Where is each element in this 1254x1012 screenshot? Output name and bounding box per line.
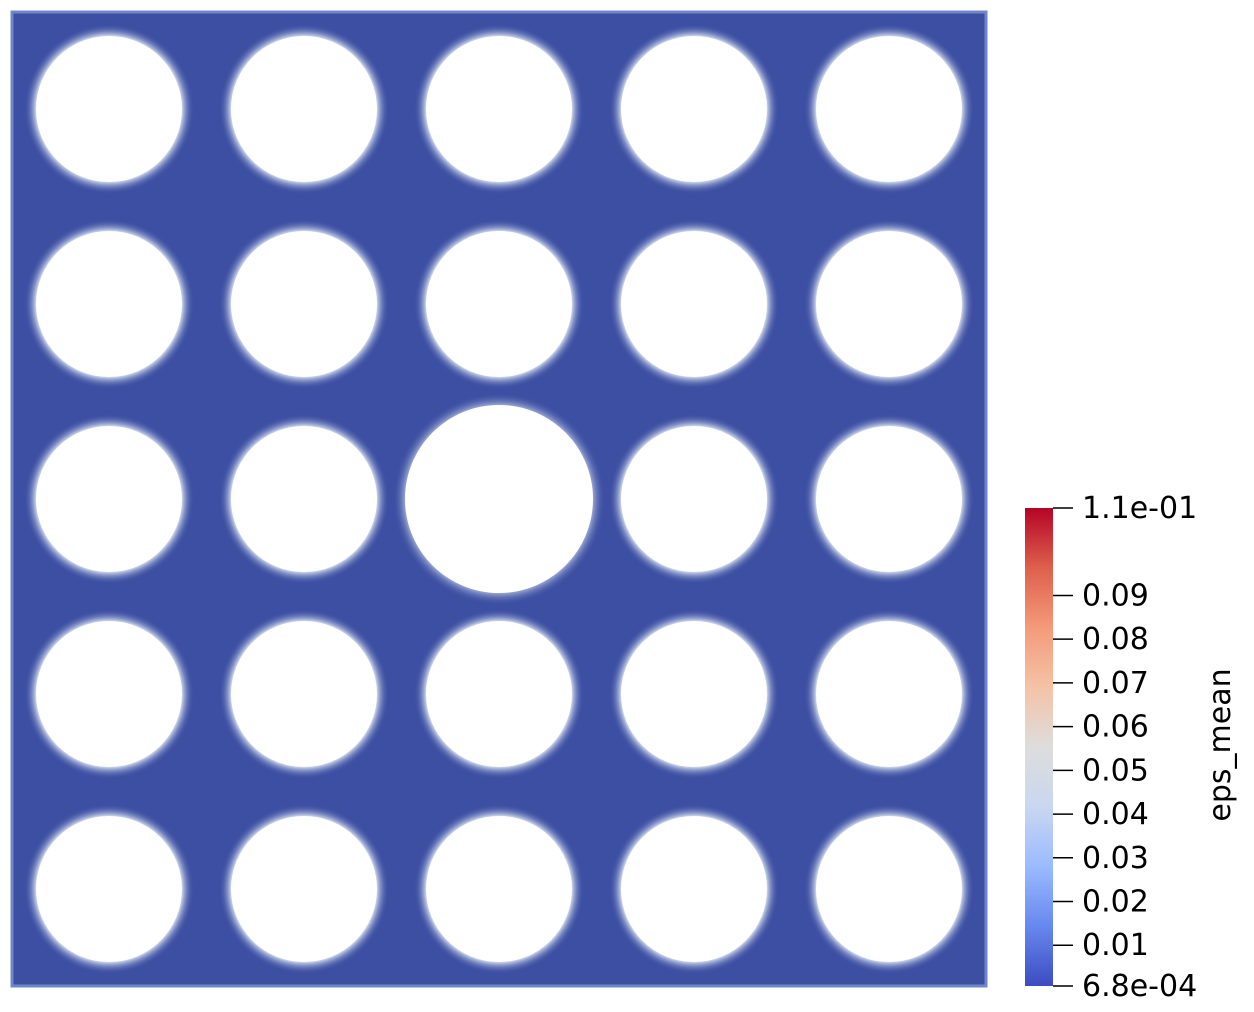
colorbar-tick-label: 0.09 [1082, 578, 1149, 613]
hole [231, 426, 377, 572]
hole [426, 816, 572, 962]
colorbar-tick-label: 0.04 [1082, 797, 1149, 832]
colorbar-gradient [1025, 508, 1053, 986]
plate-edge [10, 10, 988, 988]
hole [231, 816, 377, 962]
hole-enlarged [405, 405, 593, 593]
hole [816, 816, 962, 962]
holes-layer [36, 36, 962, 962]
colorbar-tick-label: 0.05 [1082, 753, 1149, 788]
colorbar-tick-label: 0.08 [1082, 622, 1149, 657]
hole [816, 426, 962, 572]
hole [36, 426, 182, 572]
hole [621, 36, 767, 182]
hole [426, 36, 572, 182]
hole [816, 621, 962, 767]
colorbar-tick-label: 0.02 [1082, 885, 1149, 920]
hole [816, 36, 962, 182]
colorbar-tick-label: 0.01 [1082, 928, 1149, 963]
hole [36, 621, 182, 767]
colorbar: 1.1e-01 6.8e-04 0.09 0.08 0.07 0.06 0.05 0.04… [1025, 491, 1238, 1004]
colorbar-title: eps_mean [1203, 668, 1238, 821]
hole [231, 231, 377, 377]
hole [36, 816, 182, 962]
hole [426, 621, 572, 767]
hole [231, 36, 377, 182]
hole [36, 36, 182, 182]
colorbar-tick-label: 0.07 [1082, 666, 1149, 701]
hole [231, 621, 377, 767]
colorbar-max-label: 1.1e-01 [1082, 491, 1197, 526]
colorbar-tick-label: 0.03 [1082, 841, 1149, 876]
colorbar-ticks: 0.09 0.08 0.07 0.06 0.05 0.04 0.03 0.02 0.01 [1053, 578, 1149, 963]
hole [621, 621, 767, 767]
hole [621, 816, 767, 962]
hole [621, 231, 767, 377]
colorbar-min-label: 6.8e-04 [1082, 969, 1197, 1004]
hole [621, 426, 767, 572]
hole [816, 231, 962, 377]
hole [36, 231, 182, 377]
hole [426, 231, 572, 377]
colorbar-tick-label: 0.06 [1082, 710, 1149, 745]
